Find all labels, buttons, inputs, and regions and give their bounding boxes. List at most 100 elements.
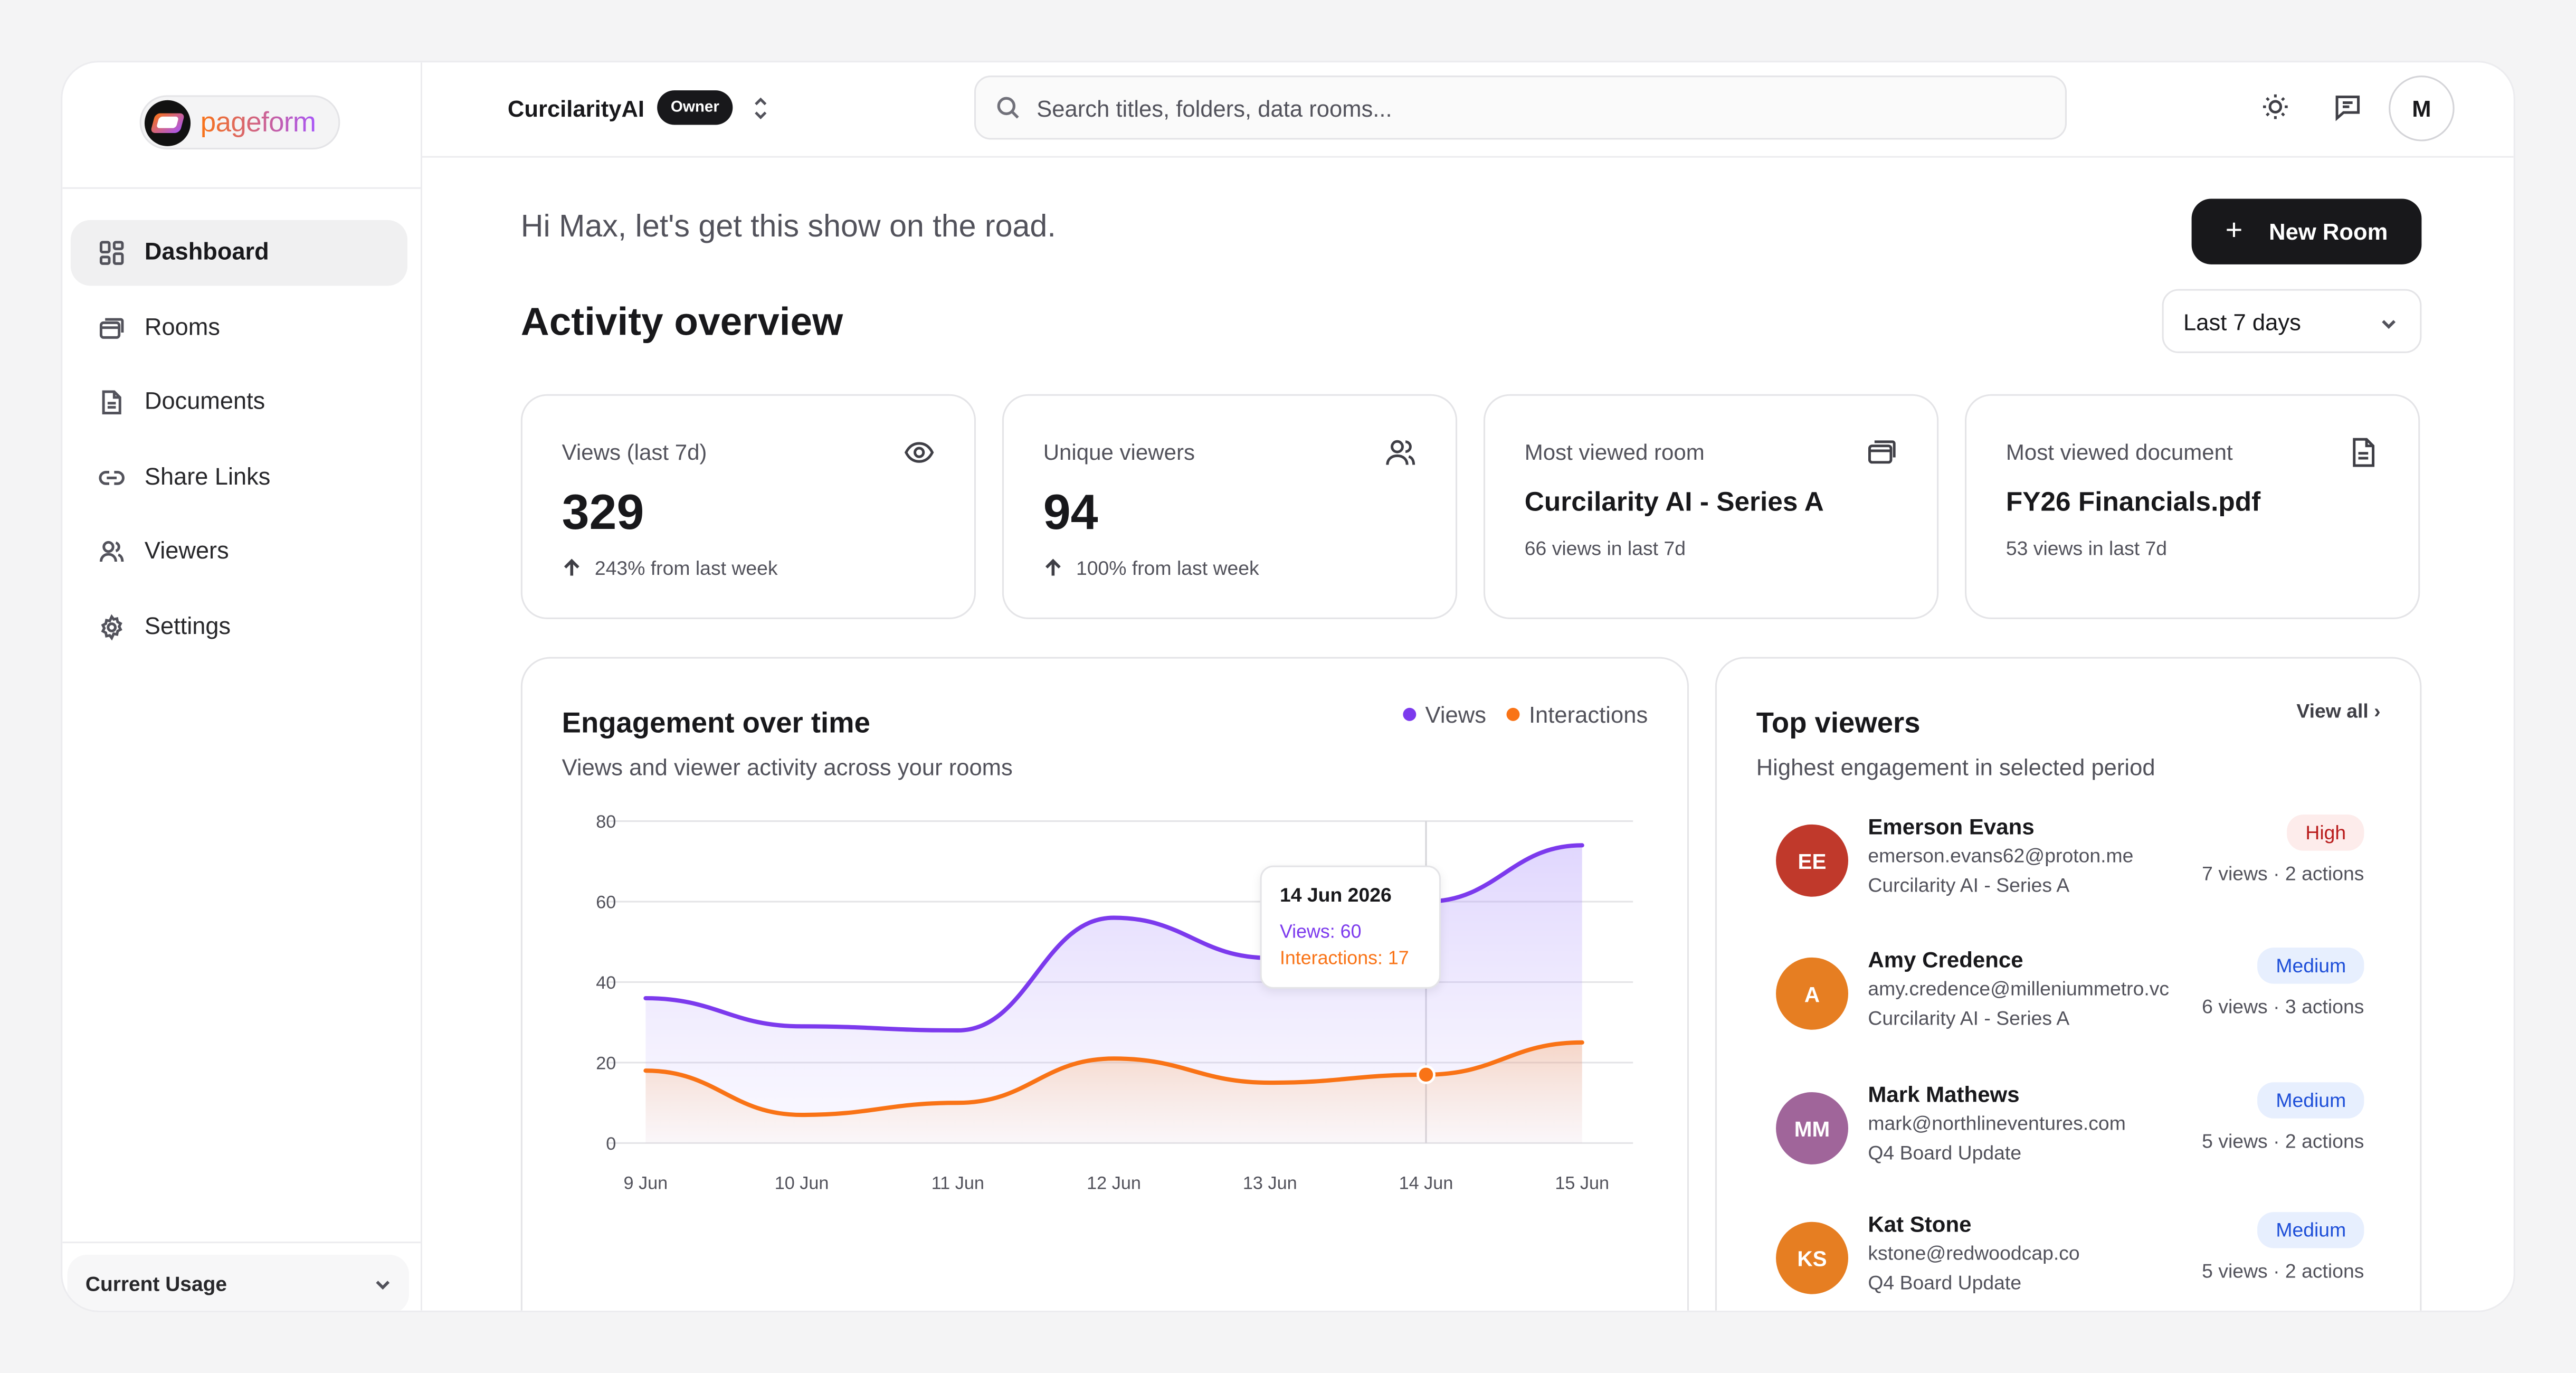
user-avatar[interactable]: M: [2389, 75, 2455, 141]
messages-button[interactable]: [2333, 92, 2362, 121]
topbar: CurcilarityAI Owner M: [422, 62, 2514, 158]
link-icon: [99, 470, 125, 485]
plus-icon: +: [2225, 212, 2243, 246]
new-room-label: New Room: [2269, 218, 2388, 245]
stat-card-most-viewed-room[interactable]: Most viewed room Curcilarity AI - Series…: [1483, 394, 1939, 619]
viewer-room: Q4 Board Update: [1868, 1141, 2022, 1164]
viewer-stats: 5 views · 2 actions: [2202, 1130, 2364, 1153]
stat-card-unique-viewers[interactable]: Unique viewers 94 100% from last week: [1002, 394, 1458, 619]
y-tick-label: 60: [596, 893, 616, 913]
users-icon: [99, 541, 124, 563]
stat-change-text: 243% from last week: [594, 556, 778, 580]
greeting: Hi Max, let's get this show on the road.: [520, 210, 1056, 245]
y-tick-label: 20: [596, 1053, 616, 1073]
stat-change: 100% from last week: [1043, 557, 1259, 580]
stat-label: Unique viewers: [1043, 440, 1195, 465]
sun-icon: [2263, 94, 2288, 119]
date-range-select[interactable]: Last 7 days: [2162, 289, 2422, 353]
stat-label: Views (last 7d): [562, 440, 707, 465]
viewer-avatar: EE: [1776, 824, 1849, 897]
stat-name: FY26 Financials.pdf: [2005, 488, 2261, 518]
x-tick-label: 12 Jun: [1087, 1173, 1141, 1194]
area-views: [645, 845, 1582, 1143]
engagement-badge: Medium: [2258, 948, 2364, 984]
gear-icon: [101, 614, 122, 641]
viewer-email: mark@northlineventures.com: [1868, 1112, 2126, 1135]
new-room-button[interactable]: + New Room: [2191, 198, 2422, 264]
sidebar-divider: [62, 1242, 423, 1244]
chevron-down-icon: [2382, 320, 2396, 329]
viewer-email: kstone@redwoodcap.co: [1868, 1242, 2080, 1265]
engagement-badge: Medium: [2258, 1212, 2364, 1248]
current-usage-label: Current Usage: [85, 1273, 227, 1296]
viewer-row[interactable]: EE Emerson Evans emerson.evans62@proton.…: [1776, 815, 2364, 926]
viewer-stats: 6 views · 3 actions: [2202, 995, 2364, 1018]
stat-value: 94: [1043, 486, 1098, 541]
viewer-row[interactable]: KS Kat Stone kstone@redwoodcap.co Q4 Boa…: [1776, 1212, 2364, 1311]
x-tick-label: 15 Jun: [1555, 1173, 1609, 1194]
users-icon: [1385, 437, 1416, 468]
y-tick-label: 80: [596, 812, 616, 832]
sidebar-item-label: Rooms: [144, 315, 220, 341]
x-tick-label: 11 Jun: [931, 1173, 984, 1194]
stat-card-most-viewed-document[interactable]: Most viewed document FY26 Financials.pdf…: [1965, 394, 2420, 619]
sidebar-item-rooms[interactable]: Rooms: [71, 295, 407, 361]
org-name-block[interactable]: CurcilarityAI Owner: [508, 90, 733, 125]
viewer-avatar: KS: [1776, 1222, 1849, 1294]
document-icon: [102, 391, 121, 415]
engagement-chart[interactable]: 0 20 40 60 80 9 Jun 10 Jun 11 Jun 12 Jun 13 Jun 14…: [522, 659, 1690, 1311]
stat-label: Most viewed room: [1524, 440, 1705, 465]
viewer-name: Amy Credence: [1868, 948, 2023, 972]
chevron-down-icon: [376, 1281, 390, 1290]
stat-change: 243% from last week: [562, 557, 778, 580]
search-icon: [997, 97, 1019, 119]
date-range-value: Last 7 days: [2183, 308, 2301, 335]
engagement-badge: Medium: [2258, 1082, 2364, 1119]
eye-icon: [904, 437, 935, 468]
sidebar-nav: Dashboard Rooms Documents Share Links Vi…: [70, 220, 407, 669]
document-icon: [2347, 437, 2379, 468]
viewer-row[interactable]: MM Mark Mathews mark@northlineventures.c…: [1776, 1082, 2364, 1194]
top-viewers-subtitle: Highest engagement in selected period: [1756, 754, 2155, 780]
sidebar-item-share-links[interactable]: Share Links: [71, 444, 407, 510]
engagement-card: Engagement over time Views and viewer ac…: [520, 657, 1690, 1311]
legend-dot-views: [1402, 707, 1415, 721]
viewer-name: Emerson Evans: [1868, 815, 2035, 839]
brand-logo[interactable]: pageform: [139, 95, 340, 150]
legend-label-interactions: Interactions: [1528, 701, 1648, 728]
top-viewers-title: Top viewers: [1756, 706, 1921, 740]
stat-card-views[interactable]: Views (last 7d) 329 243% from last week: [520, 394, 976, 619]
viewer-row[interactable]: A Amy Credence amy.credence@milleniummet…: [1776, 948, 2364, 1059]
tooltip-date: 14 Jun 2026: [1279, 883, 1392, 907]
current-usage-toggle[interactable]: Current Usage: [67, 1254, 410, 1311]
theme-toggle[interactable]: [2260, 92, 2290, 121]
chevrons-up-down-icon: [755, 97, 767, 119]
sidebar-item-viewers[interactable]: Viewers: [71, 519, 407, 585]
section-title: Activity overview: [520, 300, 843, 345]
view-all-link[interactable]: View all ›: [2296, 699, 2381, 723]
legend-item-views[interactable]: Views: [1402, 701, 1486, 727]
message-icon: [2335, 96, 2360, 121]
search-input[interactable]: [1037, 94, 2022, 121]
rooms-icon: [1866, 437, 1897, 468]
sidebar-item-label: Share Links: [144, 464, 271, 491]
legend-item-interactions[interactable]: Interactions: [1506, 701, 1648, 727]
engagement-title: Engagement over time: [562, 706, 870, 740]
sidebar-item-dashboard[interactable]: Dashboard: [70, 220, 407, 286]
viewer-avatar: A: [1776, 957, 1849, 1030]
sidebar-item-documents[interactable]: Documents: [71, 370, 407, 435]
chart-legend: Views Interactions: [1383, 701, 1648, 727]
highlight-point-interactions: [1417, 1065, 1436, 1084]
sidebar-item-settings[interactable]: Settings: [71, 594, 407, 660]
viewer-email: amy.credence@milleniummetro.vc: [1868, 977, 2170, 1000]
arrow-up-icon: [1045, 558, 1061, 576]
stat-sub: 53 views in last 7d: [2005, 537, 2168, 560]
viewer-name: Mark Mathews: [1868, 1082, 2020, 1107]
chart-tooltip: 14 Jun 2026 Views: 60 Interactions: 17: [1260, 865, 1441, 989]
stat-name: Curcilarity AI - Series A: [1524, 488, 1824, 518]
org-switcher[interactable]: [751, 93, 771, 123]
sidebar-item-label: Dashboard: [144, 240, 269, 267]
search-bar[interactable]: [974, 75, 2067, 140]
tooltip-views: Views: 60: [1279, 923, 1362, 943]
engagement-badge: High: [2287, 815, 2364, 851]
